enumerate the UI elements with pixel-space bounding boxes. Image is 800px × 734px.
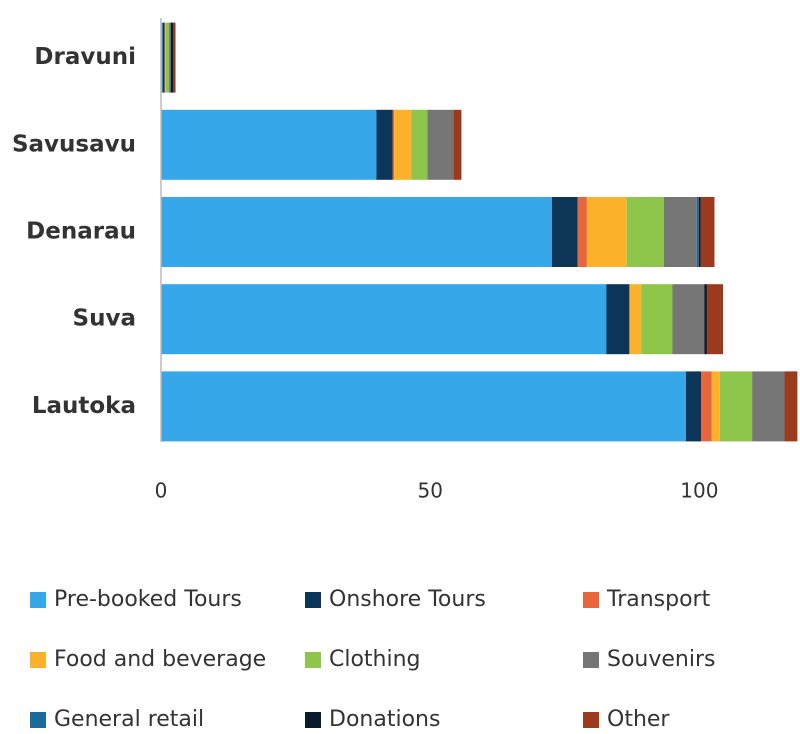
bar-segment [551, 197, 578, 267]
bar-segment [394, 109, 412, 180]
y-tick-label: Lautoka [32, 393, 136, 419]
bar-segment [606, 284, 630, 355]
legend-swatch [583, 712, 599, 728]
legend-label: Food and beverage [54, 647, 266, 672]
legend-swatch [305, 592, 321, 608]
bar-segment [629, 284, 642, 355]
bar-segment [706, 284, 724, 355]
x-tick-label: 100 [680, 479, 718, 503]
bar-segment [719, 371, 753, 442]
bar-segment [704, 284, 707, 355]
bar-segment [162, 22, 165, 93]
bar-segment [711, 371, 720, 442]
bar-segment [169, 22, 171, 93]
bar-segment [411, 109, 428, 180]
bar-segment [161, 109, 377, 180]
bar-segment [170, 22, 171, 93]
bar-segment [392, 109, 395, 180]
bar-segment [427, 109, 454, 180]
legend-label: Souvenirs [607, 647, 716, 672]
bar-segment [173, 22, 176, 93]
bar-segment [161, 284, 607, 355]
y-tick-label: Suva [73, 306, 136, 332]
bar-segment [161, 197, 552, 267]
legend-swatch [30, 652, 46, 668]
bar-segment [453, 109, 462, 180]
bar-segment [663, 197, 697, 267]
legend-swatch [305, 652, 321, 668]
bar-segment [700, 197, 715, 267]
bar-segment [641, 284, 673, 355]
legend-label: Clothing [329, 647, 421, 672]
bar-segment [784, 371, 798, 442]
bar-segment [626, 197, 664, 267]
legend-label: Transport [606, 587, 711, 612]
bar-segment [698, 197, 701, 267]
bar-segment [685, 371, 702, 442]
legend-label: Other [607, 707, 670, 732]
x-tick-label: 0 [155, 479, 168, 503]
legend-swatch [30, 712, 46, 728]
legend-swatch [583, 592, 599, 608]
y-tick-label: Denarau [26, 219, 136, 245]
bar-segment [170, 22, 174, 93]
y-tick-label: Dravuni [34, 44, 136, 70]
y-tick-label: Savusavu [12, 131, 136, 157]
bar-segment [164, 22, 166, 93]
legend-swatch [583, 652, 599, 668]
bar-segment [752, 371, 785, 442]
bar-segment [672, 284, 705, 355]
bar-segment [701, 371, 712, 442]
legend-swatch [305, 712, 321, 728]
x-tick-label: 50 [417, 479, 442, 503]
legend-label: Onshore Tours [329, 587, 486, 612]
legend-swatch [30, 592, 46, 608]
bar-segment [165, 22, 170, 93]
bar-segment [161, 22, 163, 93]
bar-segment [376, 109, 393, 180]
bar-segment [577, 197, 587, 267]
bar-segment [586, 197, 627, 267]
bar-segment [696, 197, 699, 267]
bar-segment [161, 371, 686, 442]
legend-label: Donations [329, 707, 440, 732]
legend-label: General retail [54, 707, 204, 732]
legend-label: Pre-booked Tours [54, 587, 242, 612]
